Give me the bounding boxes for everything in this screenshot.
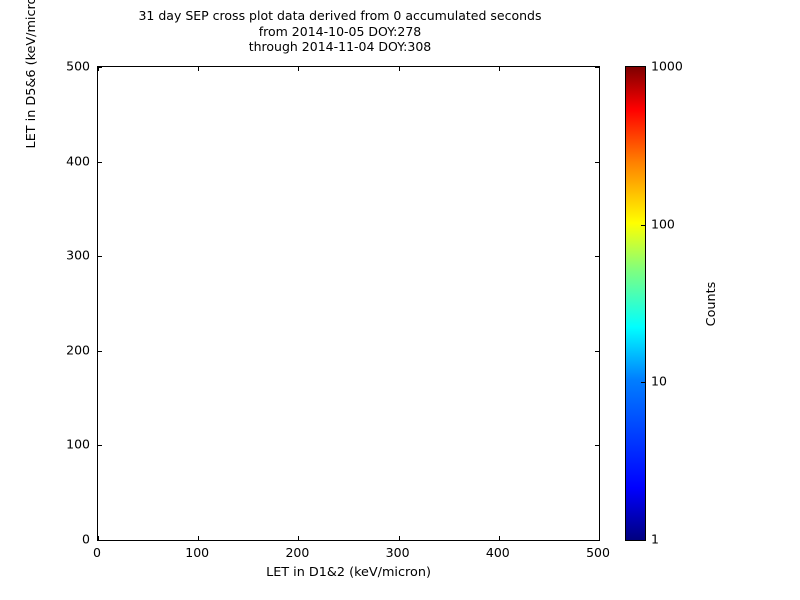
y-tick-mark: [98, 445, 102, 447]
y-axis-label: LET in D5&6 (keV/micron): [24, 0, 39, 149]
x-tick-label: 500: [586, 545, 610, 560]
chart-title-line-1: 31 day SEP cross plot data derived from …: [138, 8, 542, 23]
y-tick-mark-right: [595, 161, 599, 163]
x-tick-mark: [398, 536, 400, 540]
x-tick-mark: [298, 536, 300, 540]
y-tick-mark-right: [595, 445, 599, 447]
y-tick-label: 0: [82, 531, 90, 547]
x-tick-label: 0: [93, 545, 101, 560]
plot-area[interactable]: [97, 66, 600, 541]
x-tick-mark-top: [98, 67, 99, 71]
chart-title-line-3: through 2014-11-04 DOY:308: [248, 39, 432, 54]
x-tick-mark-top: [298, 67, 300, 71]
y-tick-mark-right: [595, 540, 599, 541]
x-tick-label: 100: [185, 545, 210, 560]
y-tick-mark: [98, 161, 102, 163]
y-tick-mark: [98, 67, 102, 68]
y-tick-mark-right: [595, 67, 599, 68]
y-tick-label: 500: [66, 58, 90, 74]
colorbar-tick-mark: [641, 224, 645, 226]
y-tick-label: 200: [66, 342, 90, 358]
x-tick-mark-top: [599, 67, 600, 71]
x-tick-mark: [599, 536, 600, 540]
x-tick-mark: [98, 536, 99, 540]
y-tick-mark: [98, 350, 102, 352]
y-tick-label: 400: [66, 153, 90, 169]
colorbar[interactable]: [625, 66, 646, 541]
y-tick-label: 300: [66, 247, 90, 263]
colorbar-tick-label: 100: [651, 216, 675, 232]
x-tick-label: 300: [385, 545, 410, 560]
x-tick-mark: [498, 536, 500, 540]
y-tick-mark-right: [595, 350, 599, 352]
x-tick-mark: [198, 536, 200, 540]
x-tick-mark-top: [398, 67, 400, 71]
x-tick-mark-top: [198, 67, 200, 71]
y-tick-mark: [98, 540, 102, 541]
x-tick-label: 400: [485, 545, 510, 560]
heatmap-data-layer: [98, 67, 599, 540]
colorbar-tick-label: 1: [651, 531, 659, 547]
chart-title: 31 day SEP cross plot data derived from …: [0, 8, 680, 55]
x-tick-mark-top: [498, 67, 500, 71]
colorbar-label: Counts: [704, 281, 719, 327]
x-tick-label: 200: [285, 545, 310, 560]
y-tick-mark-right: [595, 256, 599, 258]
y-tick-mark: [98, 256, 102, 258]
x-axis-label: LET in D1&2 (keV/micron): [266, 565, 431, 580]
chart-title-line-2: from 2014-10-05 DOY:278: [258, 23, 422, 39]
y-tick-label: 100: [66, 436, 90, 452]
colorbar-tick-label: 1000: [651, 58, 683, 74]
colorbar-tick-label: 10: [651, 373, 667, 389]
colorbar-tick-mark: [641, 382, 645, 384]
